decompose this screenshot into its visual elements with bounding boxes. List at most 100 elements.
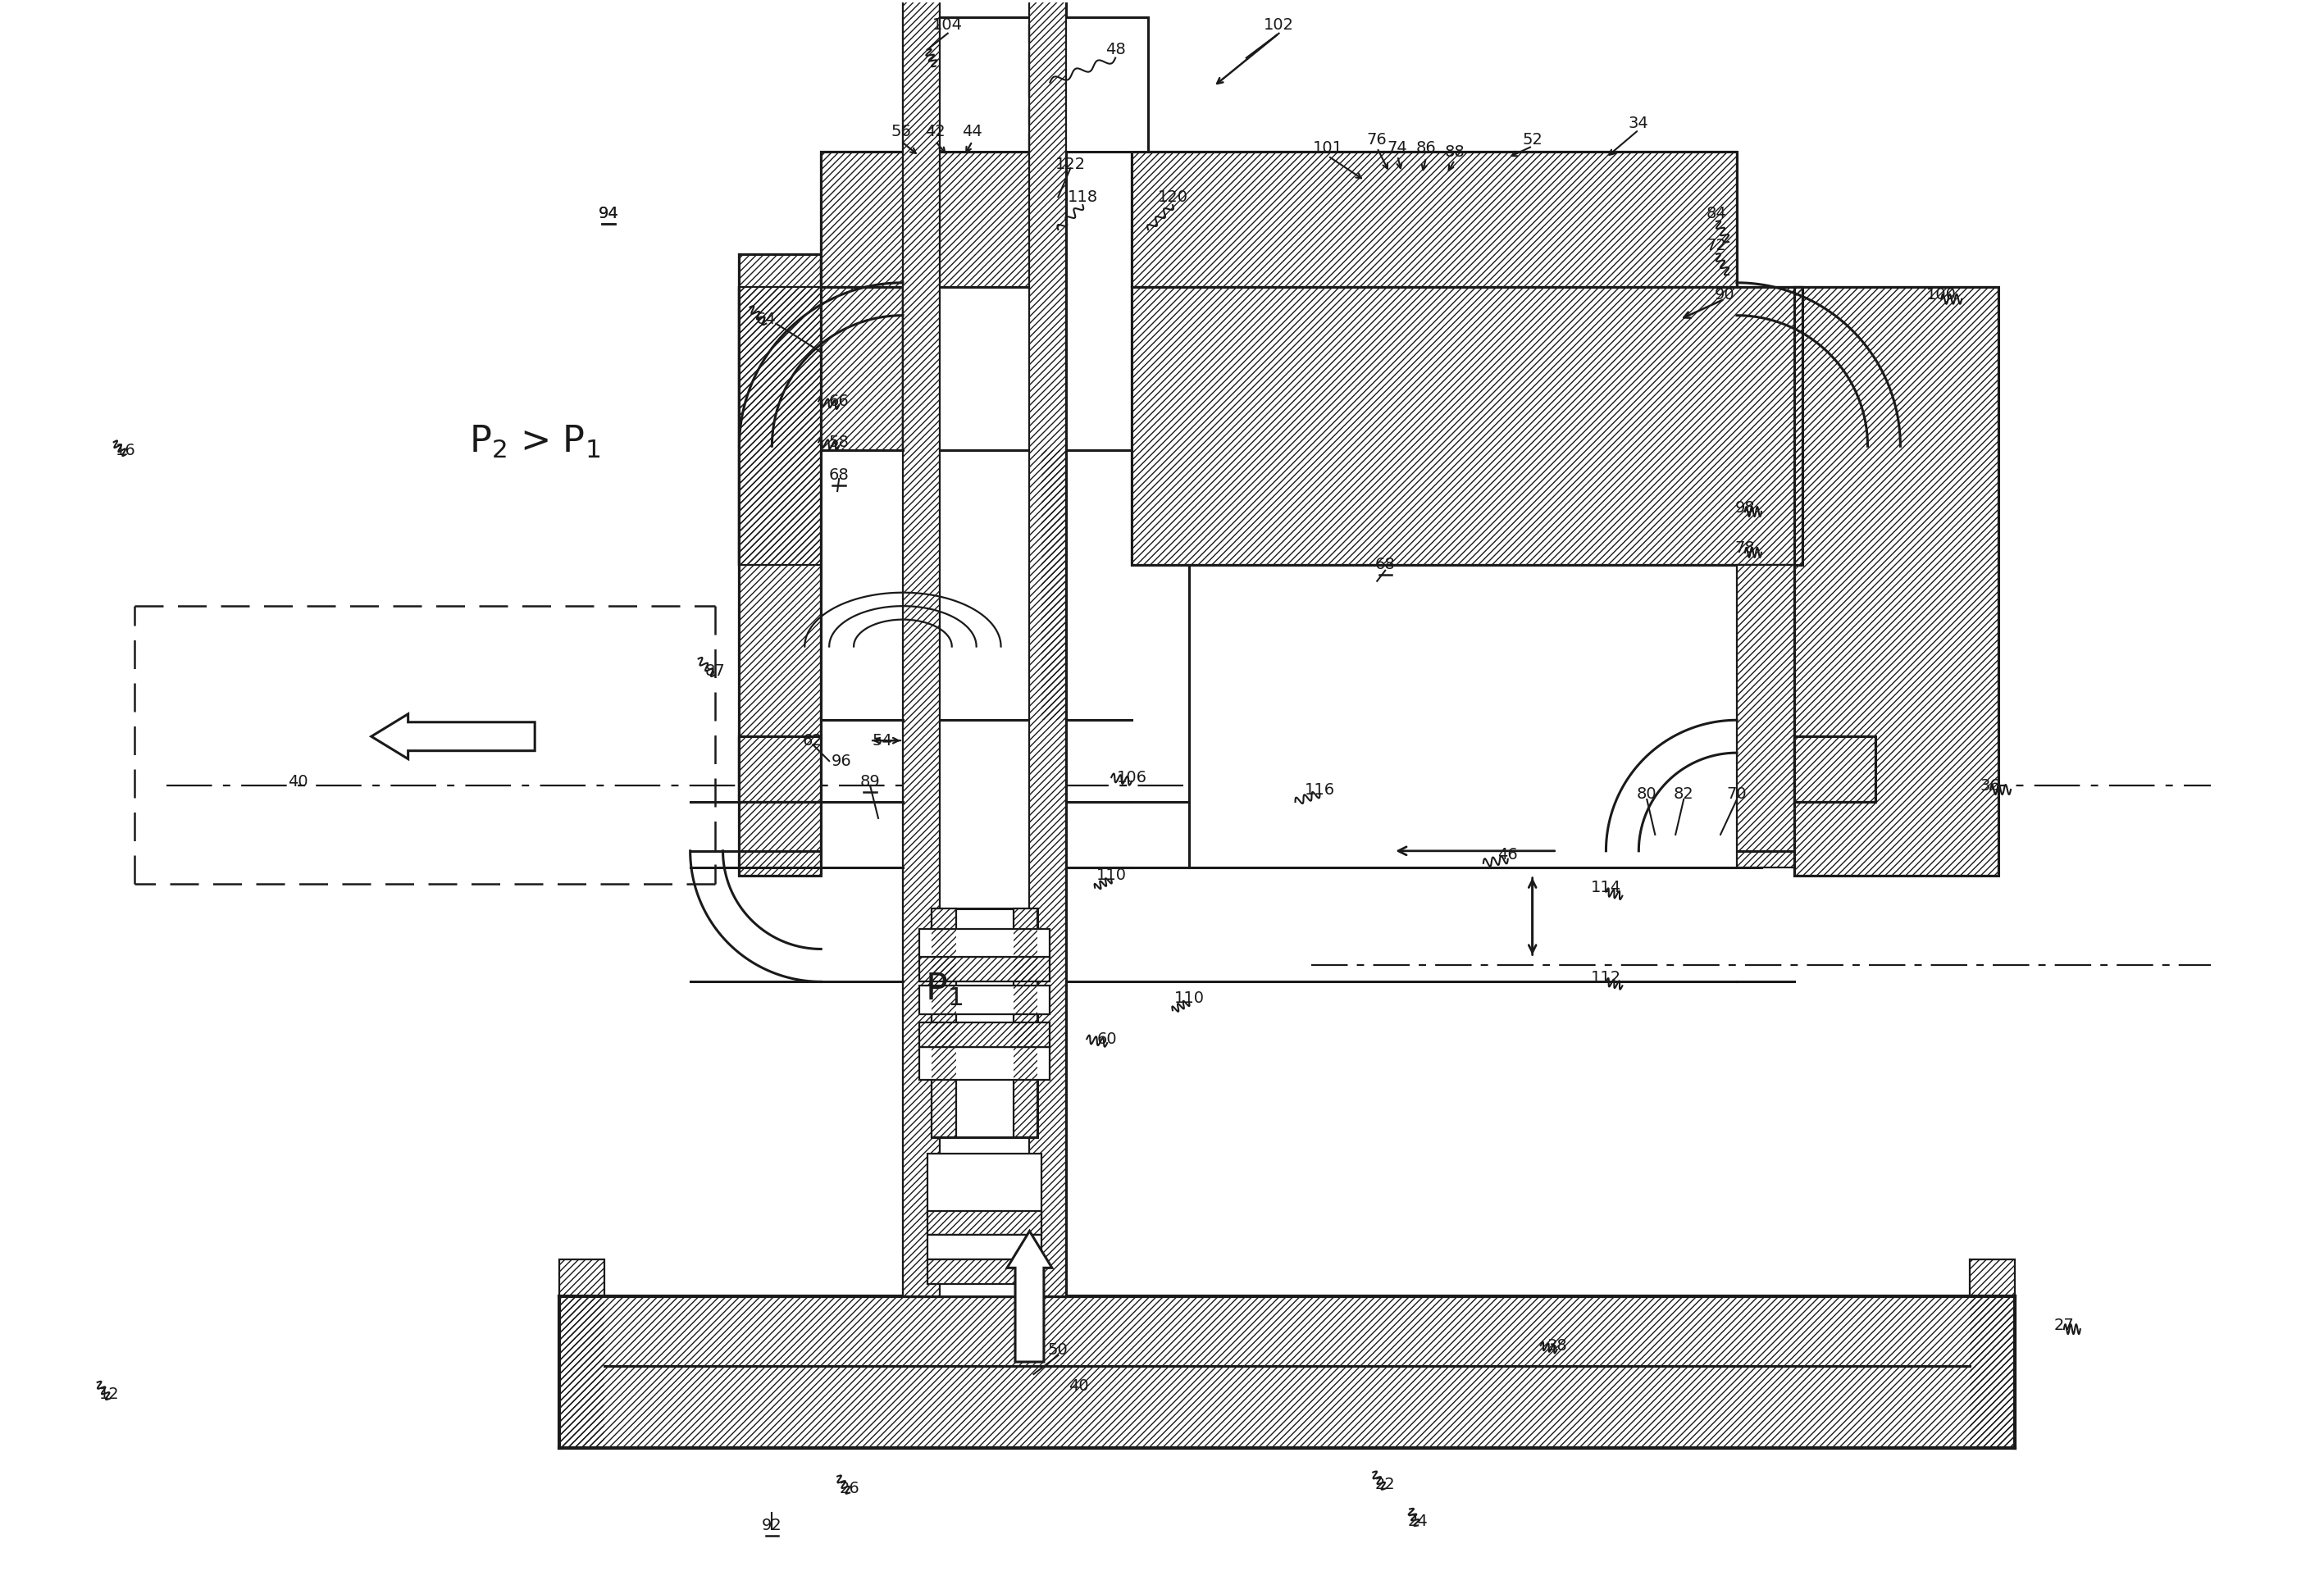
- Text: 40: 40: [288, 774, 307, 790]
- Bar: [1794, 286, 1999, 876]
- Bar: [927, 1235, 1041, 1260]
- FancyArrow shape: [1006, 1231, 1053, 1362]
- Bar: [1030, 0, 1067, 1297]
- Text: 110: 110: [1174, 990, 1204, 1006]
- Text: P$_1$: P$_1$: [925, 972, 962, 1007]
- Bar: [1794, 736, 1875, 802]
- Bar: [902, 286, 1067, 564]
- Text: 100: 100: [1927, 288, 1957, 303]
- Text: 101: 101: [1313, 140, 1343, 156]
- Text: 94: 94: [597, 205, 618, 221]
- Text: 120: 120: [1157, 189, 1188, 205]
- Text: 68: 68: [1376, 558, 1394, 572]
- Text: 102: 102: [1264, 17, 1294, 33]
- Bar: [902, 286, 1067, 564]
- Bar: [932, 909, 1039, 1138]
- Bar: [1013, 909, 1039, 1138]
- Text: 78: 78: [1736, 540, 1755, 556]
- Text: 122: 122: [1055, 156, 1085, 172]
- Bar: [820, 153, 1067, 286]
- Bar: [920, 1023, 1050, 1047]
- Bar: [902, 17, 1148, 153]
- Bar: [1736, 564, 1794, 868]
- Text: 56: 56: [890, 124, 911, 140]
- Text: 54: 54: [872, 733, 892, 748]
- Text: 40: 40: [1069, 1379, 1088, 1394]
- Text: 36: 36: [1980, 777, 2001, 793]
- Text: 89: 89: [860, 774, 881, 790]
- Bar: [1030, 0, 1067, 1297]
- Bar: [1794, 736, 1875, 802]
- Text: 86: 86: [1415, 140, 1436, 156]
- Text: 22: 22: [1376, 1476, 1394, 1492]
- Bar: [927, 1260, 1041, 1284]
- Text: 88: 88: [1446, 145, 1464, 159]
- Bar: [739, 254, 820, 876]
- Bar: [739, 286, 920, 564]
- Text: 50: 50: [1048, 1341, 1069, 1357]
- Text: 27: 27: [2054, 1317, 2073, 1333]
- Text: 70: 70: [1727, 787, 1748, 801]
- Text: 87: 87: [704, 663, 725, 679]
- Bar: [920, 928, 1050, 957]
- Bar: [560, 1297, 2015, 1448]
- Text: 118: 118: [1067, 189, 1097, 205]
- Text: 52: 52: [1522, 132, 1543, 148]
- Text: 34: 34: [1629, 116, 1648, 130]
- Text: P$_2$ > P$_1$: P$_2$ > P$_1$: [469, 424, 600, 461]
- Bar: [560, 1297, 2015, 1448]
- Text: 72: 72: [1706, 238, 1727, 254]
- Text: 42: 42: [925, 124, 946, 140]
- Bar: [920, 1023, 1050, 1047]
- Bar: [739, 736, 820, 802]
- Bar: [739, 254, 820, 876]
- Text: 82: 82: [1673, 787, 1694, 801]
- Bar: [1041, 450, 1067, 720]
- Bar: [1971, 1260, 2015, 1448]
- Bar: [1190, 564, 1762, 868]
- Text: 112: 112: [1592, 969, 1622, 985]
- Bar: [820, 153, 1067, 286]
- Text: 90: 90: [1715, 288, 1734, 303]
- Bar: [1132, 153, 1736, 286]
- Bar: [1132, 286, 1801, 564]
- Bar: [902, 0, 1067, 1297]
- Bar: [1132, 286, 1801, 564]
- Bar: [739, 254, 820, 876]
- Bar: [739, 736, 820, 802]
- Text: 76: 76: [1367, 132, 1387, 148]
- Bar: [1794, 736, 1875, 802]
- Bar: [920, 1047, 1050, 1081]
- Bar: [820, 450, 1067, 720]
- Bar: [932, 909, 955, 1138]
- Text: 44: 44: [962, 124, 983, 140]
- Text: 62: 62: [802, 733, 823, 748]
- Text: 96: 96: [832, 753, 851, 769]
- Text: 84: 84: [1706, 205, 1727, 221]
- FancyArrow shape: [372, 713, 535, 760]
- Bar: [1041, 450, 1067, 720]
- Text: 94: 94: [597, 205, 618, 221]
- Bar: [739, 286, 920, 564]
- Text: 58: 58: [830, 434, 848, 450]
- Bar: [927, 1154, 1041, 1219]
- Bar: [927, 1211, 1041, 1235]
- Text: 106: 106: [1116, 769, 1148, 785]
- Bar: [1013, 909, 1039, 1138]
- Bar: [1971, 1260, 2015, 1448]
- Text: 68: 68: [830, 467, 848, 483]
- Bar: [739, 736, 820, 802]
- Bar: [1132, 153, 1736, 286]
- Text: 110: 110: [1097, 868, 1127, 883]
- Bar: [560, 1260, 604, 1448]
- Bar: [920, 957, 1050, 982]
- Bar: [1794, 286, 1999, 876]
- Text: 104: 104: [932, 17, 962, 33]
- Text: 12: 12: [100, 1387, 121, 1403]
- Bar: [927, 1211, 1041, 1235]
- Text: 98: 98: [1736, 501, 1755, 515]
- Bar: [1794, 286, 1999, 876]
- Text: 74: 74: [1387, 140, 1408, 156]
- Text: 64: 64: [755, 311, 776, 327]
- Bar: [902, 286, 1067, 564]
